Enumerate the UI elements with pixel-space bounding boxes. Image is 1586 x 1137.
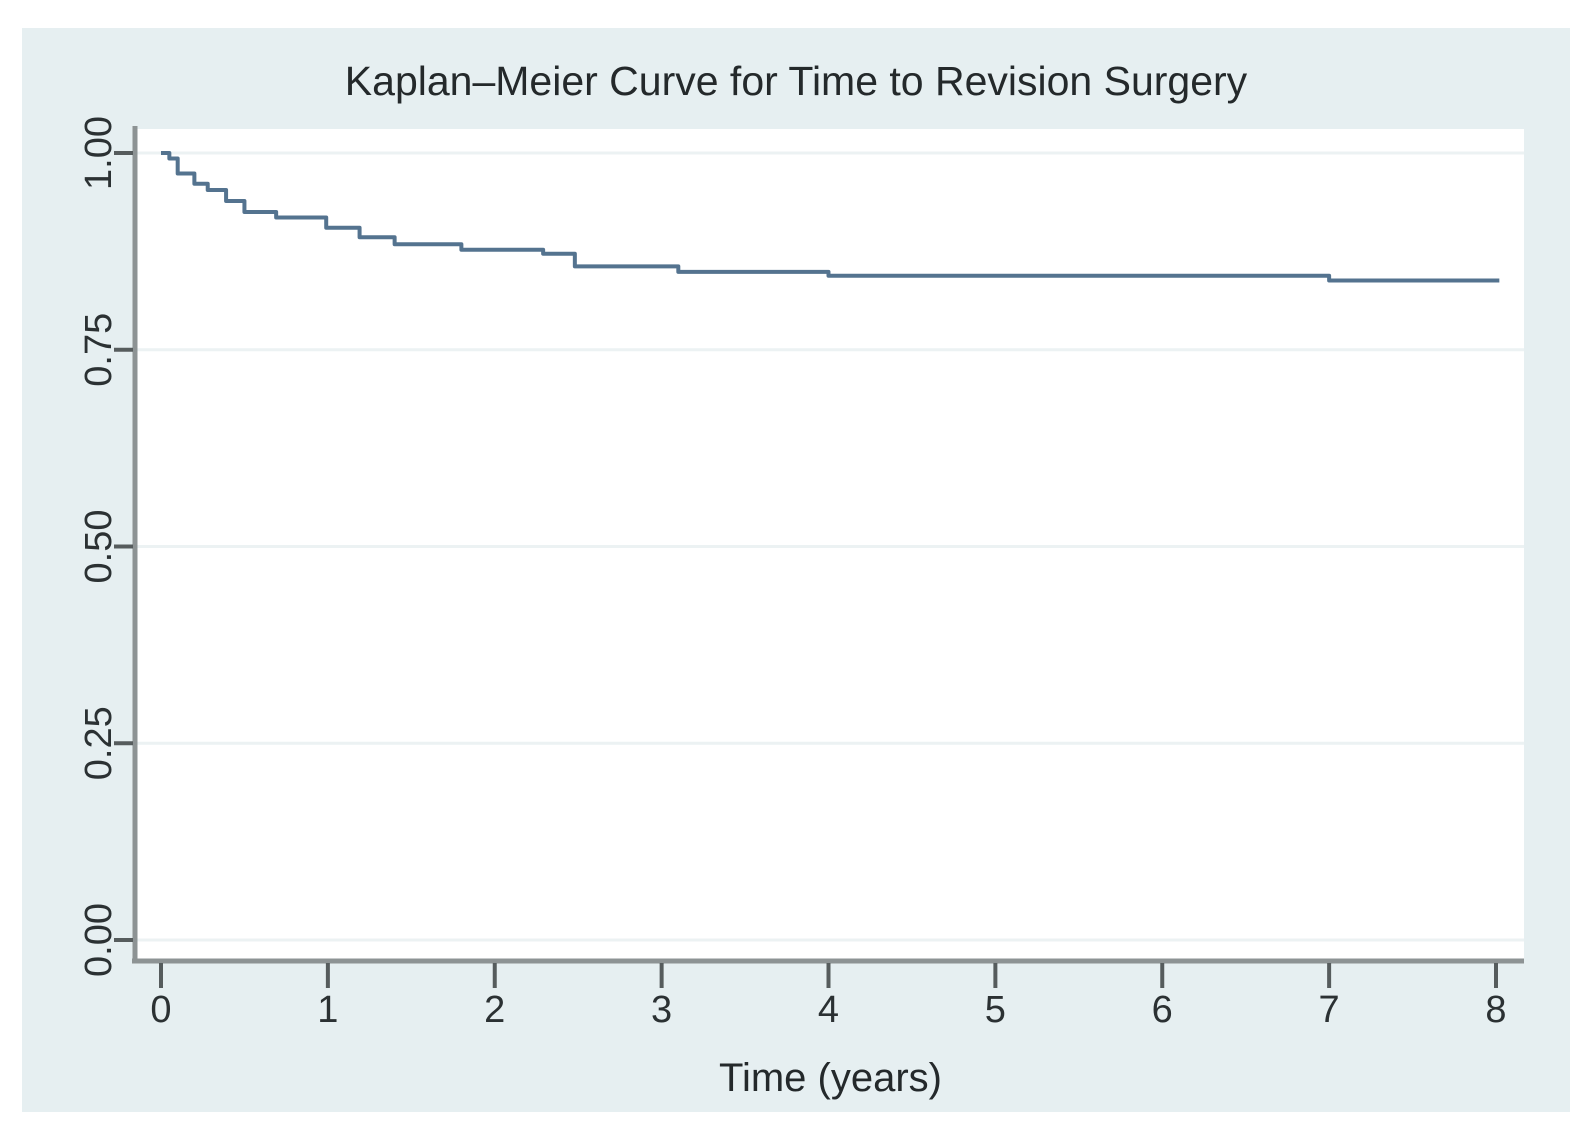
x-axis-tick-label: 7	[1319, 989, 1340, 1031]
y-axis-tick-label: 0.50	[78, 510, 120, 584]
y-axis-tick-label: 0.75	[78, 313, 120, 387]
survival-curve	[161, 151, 1500, 283]
chart-title: Kaplan–Meier Curve for Time to Revision …	[344, 58, 1248, 104]
x-axis-tick-label: 8	[1485, 989, 1506, 1031]
y-axis-tick-label: 1.00	[78, 116, 120, 190]
x-axis-tick-label: 2	[484, 989, 505, 1031]
y-axis-tick-label: 0.00	[78, 903, 120, 977]
x-axis-tick-label: 1	[317, 989, 338, 1031]
x-axis-title: Time (years)	[719, 1056, 942, 1100]
x-axis-tick-label: 6	[1152, 989, 1173, 1031]
x-axis-tick-label: 0	[150, 989, 171, 1031]
x-axis-tick-label: 3	[651, 989, 672, 1031]
x-axis-tick-label: 4	[818, 989, 839, 1031]
x-axis-tick-label: 5	[985, 989, 1006, 1031]
y-axis-tick-label: 0.25	[78, 706, 120, 780]
